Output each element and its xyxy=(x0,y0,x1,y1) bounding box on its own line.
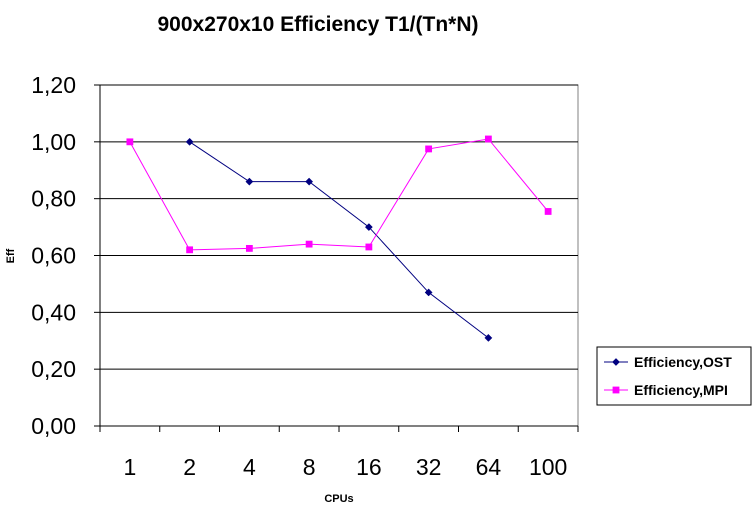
y-tick-label: 1,00 xyxy=(31,129,76,155)
y-axis-title: Eff xyxy=(5,248,17,263)
legend-frame xyxy=(596,346,752,406)
data-point xyxy=(424,288,433,297)
data-point xyxy=(245,177,254,186)
series-line xyxy=(189,141,489,339)
x-tick-label: 2 xyxy=(183,454,196,480)
legend-swatch-marker xyxy=(612,358,620,366)
legend-swatch-marker xyxy=(612,386,620,394)
legend: Efficiency,OST Efficiency,MPI xyxy=(596,346,752,406)
y-tick-label: 0,40 xyxy=(31,299,76,325)
series-1 xyxy=(185,137,493,342)
series-group xyxy=(126,135,552,342)
x-tick-label: 100 xyxy=(529,454,567,480)
y-tick-label: 0,80 xyxy=(31,186,76,212)
y-tick-label: 0,60 xyxy=(31,243,76,269)
x-tick-label: 64 xyxy=(476,454,502,480)
y-tick-label: 0,20 xyxy=(31,356,76,382)
gridlines xyxy=(100,84,578,370)
data-point xyxy=(305,177,314,186)
data-point xyxy=(245,244,253,252)
data-point xyxy=(365,243,373,251)
data-point xyxy=(364,223,373,232)
data-point xyxy=(186,246,194,254)
x-tick-label: 16 xyxy=(356,454,382,480)
series-line xyxy=(129,138,549,251)
x-axis-ticks: 1 2 4 8 16 32 64 100 xyxy=(99,426,579,480)
legend-label: Efficiency,MPI xyxy=(634,382,728,398)
y-tick-label: 0,00 xyxy=(31,413,76,439)
data-point xyxy=(305,240,313,248)
y-axis-ticks: 0,00 0,20 0,40 0,60 0,80 1,00 1,20 xyxy=(31,72,100,439)
data-point xyxy=(484,135,492,143)
data-point xyxy=(126,138,134,146)
legend-label: Efficiency,OST xyxy=(634,354,732,370)
data-point xyxy=(484,333,493,342)
x-tick-label: 8 xyxy=(303,454,316,480)
data-point xyxy=(425,145,433,153)
x-axis-title: CPUs xyxy=(324,493,353,505)
data-point xyxy=(185,137,194,146)
x-tick-label: 32 xyxy=(416,454,442,480)
series-2 xyxy=(126,135,552,254)
x-tick-label: 1 xyxy=(123,454,136,480)
plot-area: 0,000,200,400,600,801,001,20 1 2 4 8 16 32 64 1… xyxy=(31,72,579,480)
x-tick-label: 4 xyxy=(243,454,256,480)
data-point xyxy=(544,208,552,215)
chart-title: 900x270x10 Efficiency T1/(Tn*N) xyxy=(158,13,479,36)
y-tick-label: 1,20 xyxy=(31,72,76,98)
